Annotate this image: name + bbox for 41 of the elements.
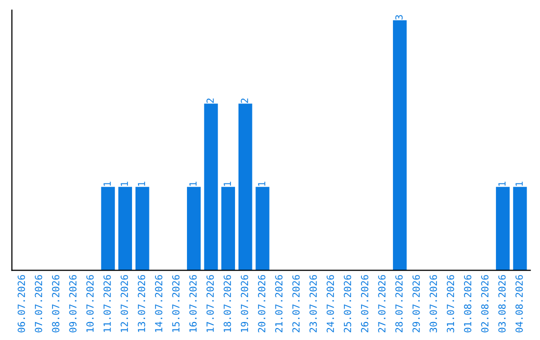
x-tick-label: 17.07.2026 bbox=[206, 275, 214, 332]
data-label: 3 bbox=[395, 15, 403, 20]
data-label: 1 bbox=[498, 182, 506, 186]
data-label: 2 bbox=[240, 98, 248, 103]
data-label: 1 bbox=[258, 182, 266, 186]
x-tick-label: 16.07.2026 bbox=[189, 275, 197, 332]
x-tick-label: 31.07.2026 bbox=[446, 275, 454, 332]
x-tick-label: 28.07.2026 bbox=[395, 275, 403, 332]
x-tick-label: 27.07.2026 bbox=[378, 275, 386, 332]
x-tick-label: 12.07.2026 bbox=[120, 275, 128, 332]
data-label: 1 bbox=[104, 182, 111, 186]
x-tick-label: 11.07.2026 bbox=[104, 275, 111, 332]
x-tick-label: 24.07.2026 bbox=[326, 275, 334, 332]
x-tick-label: 06.07.2026 bbox=[18, 275, 26, 332]
x-tick-label: 29.07.2026 bbox=[412, 275, 420, 332]
x-tick-label: 25.07.2026 bbox=[344, 275, 352, 332]
data-label: 1 bbox=[189, 182, 197, 186]
x-tick-label: 08.07.2026 bbox=[52, 275, 60, 332]
x-tick-label: 15.07.2026 bbox=[172, 275, 180, 332]
x-tick-label: 02.08.2026 bbox=[481, 275, 488, 332]
data-label: 1 bbox=[516, 182, 523, 186]
x-tick-label: 01.08.2026 bbox=[464, 275, 472, 332]
x-tick-label: 19.07.2026 bbox=[240, 275, 248, 332]
x-tick-label: 20.07.2026 bbox=[258, 275, 266, 332]
x-tick-label: 09.07.2026 bbox=[69, 275, 77, 332]
data-label: 2 bbox=[206, 98, 214, 103]
x-tick-label: 10.07.2026 bbox=[86, 275, 94, 332]
data-label: 1 bbox=[120, 182, 128, 186]
data-label: 1 bbox=[138, 182, 146, 186]
x-tick-label: 30.07.2026 bbox=[430, 275, 437, 332]
data-label: 1 bbox=[224, 182, 231, 186]
x-tick-label: 26.07.2026 bbox=[360, 275, 368, 332]
x-tick-label: 07.07.2026 bbox=[34, 275, 42, 332]
x-tick-label: 18.07.2026 bbox=[224, 275, 232, 332]
x-tick-label: 14.07.2026 bbox=[154, 275, 162, 332]
x-tick-label: 23.07.2026 bbox=[309, 275, 317, 332]
x-tick-label: 03.08.2026 bbox=[498, 275, 506, 332]
x-tick-label: 13.07.2026 bbox=[138, 275, 146, 332]
x-tick-label: 22.07.2026 bbox=[292, 275, 300, 332]
x-tick-label: 21.07.2026 bbox=[275, 275, 283, 332]
x-tick-label: 04.08.2026 bbox=[515, 275, 523, 332]
